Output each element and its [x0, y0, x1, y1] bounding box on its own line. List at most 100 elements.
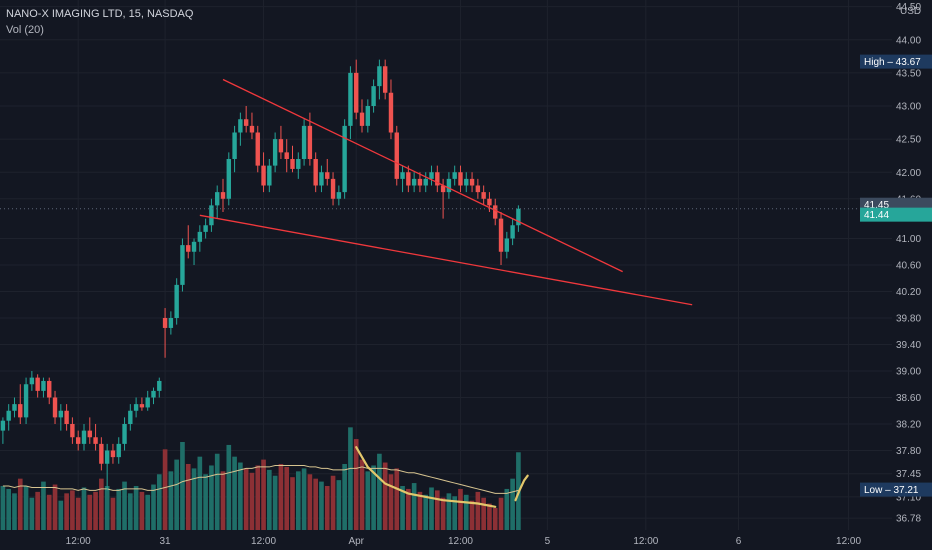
x-tick-label: 12:00 — [251, 536, 276, 547]
candle-body — [469, 178, 475, 186]
candle — [220, 178, 226, 212]
volume-bar — [243, 468, 249, 530]
candle — [284, 139, 289, 173]
candle — [388, 79, 394, 140]
candle-body — [191, 241, 197, 252]
volume-bar — [12, 493, 17, 530]
candle — [58, 404, 64, 431]
candle-body — [336, 192, 342, 199]
volume-bar — [209, 465, 214, 530]
candle — [429, 165, 434, 186]
volume-bar — [110, 497, 116, 530]
candle — [122, 417, 127, 451]
candle — [145, 390, 150, 411]
volume-bar — [498, 497, 504, 530]
volume-bar — [504, 488, 510, 530]
volume-bar — [35, 491, 40, 530]
candle — [87, 417, 92, 444]
candle-body — [18, 404, 23, 418]
volume-bar — [365, 471, 371, 530]
candle — [382, 59, 388, 100]
candle-body — [133, 404, 139, 411]
candle — [249, 112, 255, 140]
candle — [313, 152, 318, 193]
volume-bar — [6, 488, 12, 530]
candle — [336, 185, 342, 206]
volume-bar — [487, 503, 492, 530]
volume-bar — [377, 453, 382, 530]
candle — [243, 106, 249, 133]
volume-bar — [99, 478, 104, 530]
candle-body — [446, 178, 452, 193]
y-tick-label: 39.80 — [896, 314, 921, 325]
candle — [215, 185, 220, 219]
y-tick-label: 37.80 — [896, 446, 921, 457]
candle-body — [301, 125, 307, 159]
candle — [261, 152, 266, 193]
candle-body — [238, 119, 243, 133]
x-tick-label: 6 — [736, 536, 742, 547]
candle-body — [151, 390, 156, 398]
y-tick-label: 42.50 — [896, 135, 921, 146]
candle-body — [197, 231, 203, 242]
y-tick-label: 37.10 — [896, 492, 921, 503]
volume-bar — [417, 491, 423, 530]
candle-body — [168, 318, 174, 328]
candle-body — [58, 410, 64, 418]
volume-ma-line — [2, 464, 519, 494]
candle-body — [458, 172, 463, 186]
volume-bar — [440, 497, 446, 530]
candles — [0, 59, 521, 491]
candle — [6, 404, 11, 431]
candle-body — [365, 106, 371, 126]
candle — [423, 172, 428, 193]
candle — [191, 238, 197, 265]
candle — [70, 417, 75, 444]
candle-body — [423, 178, 428, 186]
candle-body — [475, 185, 481, 193]
candle-body — [29, 377, 35, 385]
volume-bar — [197, 456, 203, 530]
candle — [99, 437, 104, 471]
candle — [296, 152, 301, 179]
candle-body — [162, 318, 168, 328]
candle — [75, 430, 81, 451]
candle — [157, 377, 162, 398]
x-tick-label: 12:00 — [66, 536, 91, 547]
volume-bar — [458, 488, 463, 530]
volume-bar — [238, 462, 243, 530]
last-value-badge: 41.45 — [864, 200, 889, 211]
volume-bar — [180, 442, 185, 530]
candle — [35, 374, 40, 398]
candle — [371, 79, 376, 113]
candle — [180, 238, 185, 292]
candle — [93, 424, 98, 451]
candle-body — [493, 205, 498, 219]
candle-body — [157, 380, 162, 391]
volume-bar — [406, 488, 411, 530]
volume-bar — [411, 483, 417, 530]
annotation-curve — [355, 446, 497, 508]
volume-bar — [203, 474, 208, 530]
candle-body — [464, 178, 469, 186]
volume-bar — [75, 497, 81, 530]
candle-body — [203, 225, 208, 232]
candle-body — [394, 132, 399, 179]
volume-bar — [122, 481, 127, 530]
candle — [110, 443, 116, 464]
y-tick-label: 40.20 — [896, 287, 921, 298]
candle — [23, 377, 29, 424]
candle-body — [487, 198, 492, 206]
candle — [325, 159, 330, 186]
volume-indicator-label[interactable]: Vol (20) — [6, 24, 44, 36]
candle-body — [440, 185, 446, 193]
candle-body — [186, 245, 191, 252]
candle-body — [81, 430, 87, 444]
candle — [487, 192, 492, 212]
volume-bar — [434, 490, 440, 530]
current-price-badge: 41.44 — [864, 210, 889, 221]
volume-bar — [145, 494, 151, 530]
candle-body — [220, 192, 226, 199]
y-tick-label: 36.78 — [896, 514, 921, 525]
